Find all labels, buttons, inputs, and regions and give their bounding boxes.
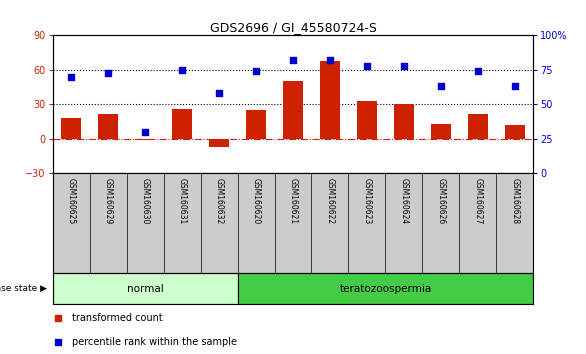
Point	[104, 70, 113, 75]
Bar	[237, 273, 533, 304]
Bar	[135, 139, 155, 140]
Text: GSM160621: GSM160621	[288, 178, 298, 224]
Point	[473, 68, 482, 74]
Text: disease state ▶: disease state ▶	[0, 284, 47, 293]
Bar	[61, 118, 81, 139]
Text: GSM160628: GSM160628	[510, 178, 519, 224]
Title: GDS2696 / GI_45580724-S: GDS2696 / GI_45580724-S	[210, 21, 376, 34]
Point	[362, 63, 372, 69]
Text: GSM160624: GSM160624	[400, 178, 408, 225]
Point	[288, 57, 298, 63]
Bar	[320, 61, 340, 139]
Point	[67, 74, 76, 80]
Text: GSM160627: GSM160627	[473, 178, 482, 225]
Point	[214, 91, 224, 96]
Bar	[172, 109, 192, 139]
Text: GSM160625: GSM160625	[67, 178, 76, 225]
Text: GSM160630: GSM160630	[141, 178, 149, 225]
Point	[251, 68, 261, 74]
Text: GSM160623: GSM160623	[362, 178, 372, 225]
Bar	[98, 114, 118, 139]
Bar	[283, 81, 303, 139]
Point	[436, 84, 445, 89]
Point	[141, 129, 150, 135]
Text: GSM160622: GSM160622	[325, 178, 335, 224]
Bar	[505, 125, 525, 139]
Text: teratozoospermia: teratozoospermia	[339, 284, 431, 293]
Point	[399, 63, 408, 69]
Point	[325, 57, 335, 63]
Bar	[246, 110, 266, 139]
Bar	[394, 104, 414, 139]
Text: percentile rank within the sample: percentile rank within the sample	[72, 337, 237, 347]
Text: transformed count: transformed count	[72, 313, 163, 323]
Bar	[468, 114, 488, 139]
Point	[178, 67, 187, 73]
Text: GSM160620: GSM160620	[251, 178, 261, 225]
Bar	[53, 273, 237, 304]
Text: GSM160631: GSM160631	[178, 178, 186, 225]
Bar	[209, 139, 229, 147]
Text: GSM160626: GSM160626	[437, 178, 445, 225]
Bar	[357, 101, 377, 139]
Text: GSM160629: GSM160629	[104, 178, 113, 225]
Text: normal: normal	[127, 284, 163, 293]
Bar	[431, 124, 451, 139]
Point	[510, 84, 519, 89]
Text: GSM160632: GSM160632	[214, 178, 224, 225]
